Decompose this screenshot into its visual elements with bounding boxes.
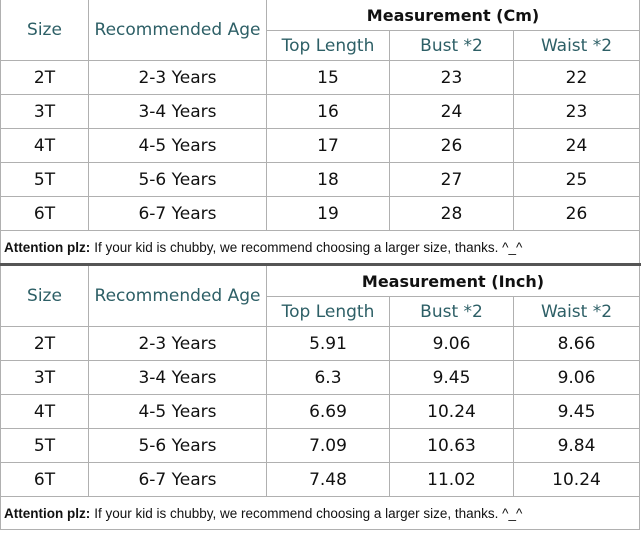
table-cell: 7.09 bbox=[267, 429, 390, 463]
note-text: If your kid is chubby, we recommend choo… bbox=[94, 505, 523, 521]
table-cell: 6.3 bbox=[267, 361, 390, 395]
table-cell: 3T bbox=[0, 95, 89, 129]
table-cell: 2-3 Years bbox=[89, 327, 267, 361]
table-cell: 6-7 Years bbox=[89, 463, 267, 497]
note: Attention plz: If your kid is chubby, we … bbox=[0, 231, 640, 264]
table-cell: 10.24 bbox=[390, 395, 514, 429]
size-header: Size bbox=[0, 0, 89, 61]
table-cell: 23 bbox=[390, 61, 514, 95]
table-cell: 18 bbox=[267, 163, 390, 197]
column-header: Bust *2 bbox=[390, 31, 514, 61]
table-cell: 3T bbox=[0, 361, 89, 395]
table-cell: 4T bbox=[0, 395, 89, 429]
table-cell: 5.91 bbox=[267, 327, 390, 361]
table-cell: 5-6 Years bbox=[89, 163, 267, 197]
table-cell: 7.48 bbox=[267, 463, 390, 497]
table-cell: 6-7 Years bbox=[89, 197, 267, 231]
column-header: Waist *2 bbox=[514, 31, 640, 61]
table-cell: 2T bbox=[0, 61, 89, 95]
note-text: If your kid is chubby, we recommend choo… bbox=[94, 239, 523, 255]
table-cell: 26 bbox=[514, 197, 640, 231]
measurement-header: Measurement (Cm) bbox=[267, 0, 640, 31]
column-header: Top Length bbox=[267, 297, 390, 327]
table-cell: 3-4 Years bbox=[89, 361, 267, 395]
column-header: Top Length bbox=[267, 31, 390, 61]
table-cell: 9.06 bbox=[514, 361, 640, 395]
separator bbox=[0, 263, 641, 266]
table-cell: 24 bbox=[514, 129, 640, 163]
measurement-header: Measurement (Inch) bbox=[267, 266, 640, 297]
table-cell: 10.24 bbox=[514, 463, 640, 497]
table-cell: 4T bbox=[0, 129, 89, 163]
table-cell: 28 bbox=[390, 197, 514, 231]
table-cell: 6T bbox=[0, 197, 89, 231]
table-cell: 9.84 bbox=[514, 429, 640, 463]
table-cell: 24 bbox=[390, 95, 514, 129]
table-cell: 10.63 bbox=[390, 429, 514, 463]
table-cell: 8.66 bbox=[514, 327, 640, 361]
column-header: Bust *2 bbox=[390, 297, 514, 327]
table-cell: 5-6 Years bbox=[89, 429, 267, 463]
age-header: Recommended Age bbox=[89, 266, 267, 327]
table-cell: 9.45 bbox=[514, 395, 640, 429]
table-cell: 27 bbox=[390, 163, 514, 197]
table-cell: 4-5 Years bbox=[89, 395, 267, 429]
table-cell: 2-3 Years bbox=[89, 61, 267, 95]
age-header: Recommended Age bbox=[89, 0, 267, 61]
table-cell: 6T bbox=[0, 463, 89, 497]
table-cell: 5T bbox=[0, 429, 89, 463]
table-cell: 15 bbox=[267, 61, 390, 95]
table-cell: 17 bbox=[267, 129, 390, 163]
note: Attention plz: If your kid is chubby, we … bbox=[0, 497, 640, 530]
table-cell: 19 bbox=[267, 197, 390, 231]
note-label: Attention plz: bbox=[4, 505, 91, 521]
table-cell: 6.69 bbox=[267, 395, 390, 429]
table-cell: 16 bbox=[267, 95, 390, 129]
table-cell: 9.45 bbox=[390, 361, 514, 395]
table-cell: 3-4 Years bbox=[89, 95, 267, 129]
table-cell: 2T bbox=[0, 327, 89, 361]
table-cell: 11.02 bbox=[390, 463, 514, 497]
note-label: Attention plz: bbox=[4, 239, 91, 255]
table-cell: 23 bbox=[514, 95, 640, 129]
table-cell: 22 bbox=[514, 61, 640, 95]
table-cell: 5T bbox=[0, 163, 89, 197]
column-header: Waist *2 bbox=[514, 297, 640, 327]
table-cell: 25 bbox=[514, 163, 640, 197]
table-cell: 26 bbox=[390, 129, 514, 163]
size-header: Size bbox=[0, 266, 89, 327]
table-cell: 4-5 Years bbox=[89, 129, 267, 163]
table-cell: 9.06 bbox=[390, 327, 514, 361]
